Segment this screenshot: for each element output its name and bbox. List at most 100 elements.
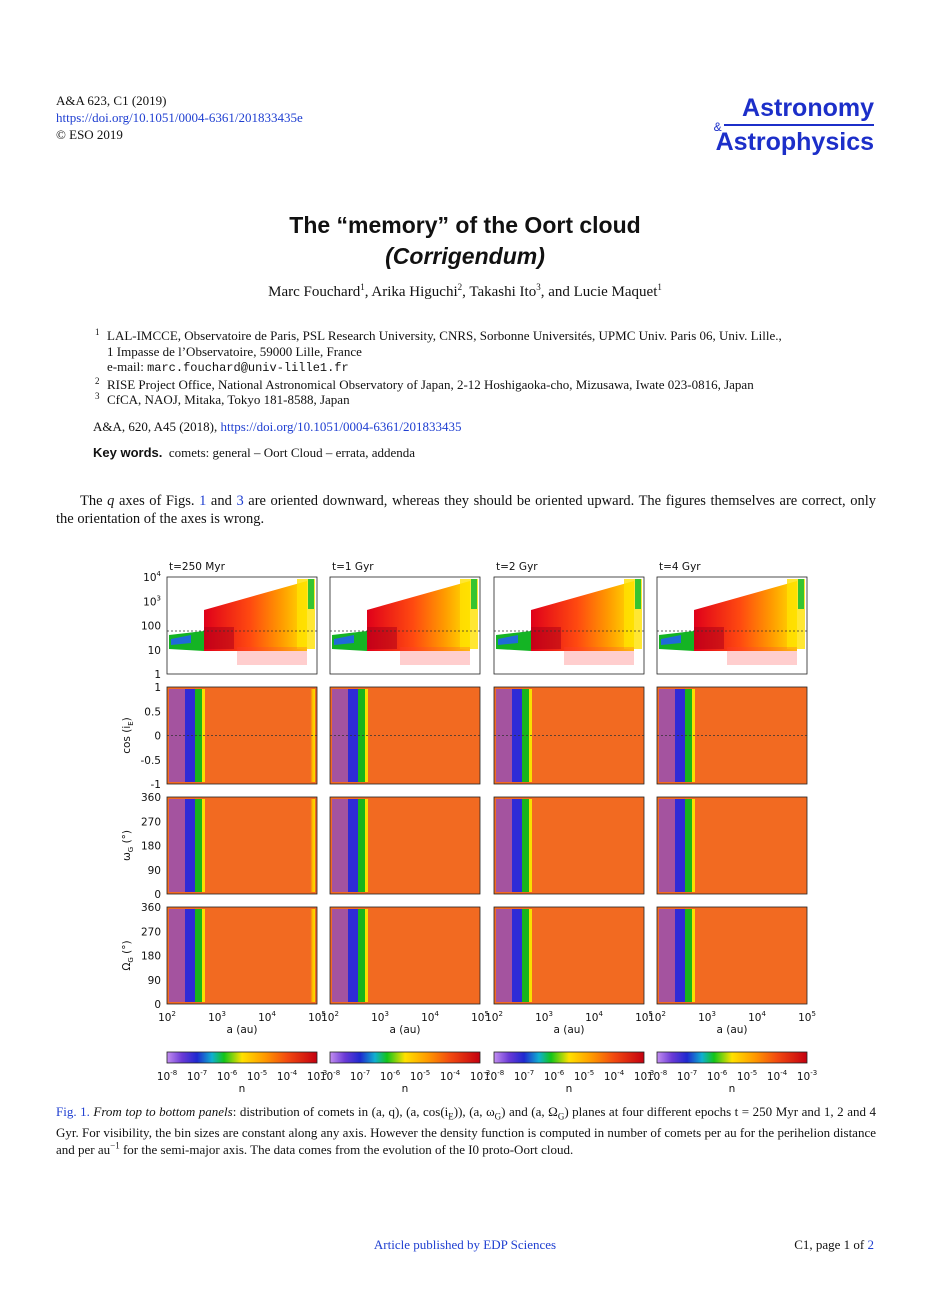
panel-border [656,796,808,895]
text: : distribution of comets in (a, q), (a, … [232,1104,449,1119]
y-tick-label: 1 [154,669,161,681]
panel-border [493,906,645,1005]
text: E [448,1111,454,1122]
outer-edge-green [635,579,641,609]
figure-3-link[interactable]: 3 [236,493,244,509]
page-number: C1, page 1 of [794,1237,868,1252]
y-tick-label: 270 [141,816,161,828]
colorbar-label: n [729,1083,736,1095]
colorbar-tick-label: 10-6 [707,1069,728,1083]
text: −1 [110,1140,120,1151]
colorbar-label: n [239,1083,246,1095]
author: Marc Fouchard [268,284,361,300]
figure-1-link[interactable]: 1 [199,493,207,509]
colorbar-tick-label: 10-4 [277,1069,298,1083]
density-blue [512,909,524,1002]
density-yellow [692,909,695,1002]
doi-link[interactable]: https://doi.org/10.1051/0004-6361/201833… [56,110,303,125]
keywords: Key words. comets: general – Oort Cloud … [93,445,415,461]
journal-logo: Astronomy & Astrophysics [713,94,874,156]
panel-border [166,576,318,675]
x-tick-label: 104 [258,1010,276,1024]
text: ) planes at four different epochs t = 25… [56,1104,876,1157]
panel-border [656,576,808,675]
density-green [685,909,693,1002]
colorbar-tick-label: 10-3 [307,1069,327,1083]
colorbar-tick-label: 10-7 [350,1069,370,1083]
text: axes of Figs. [114,493,200,509]
density-core [367,627,397,649]
publisher-link[interactable]: Article published by EDP Sciences [373,1237,557,1252]
x-axis-label: a (au) [226,1024,257,1036]
keywords-label: Key words. [93,445,163,460]
x-tick-label: 102 [648,1010,666,1024]
density-yellow [202,799,205,892]
x-tick-label: 103 [208,1010,226,1024]
journal-amp: & [713,120,722,134]
density-blue [348,909,360,1002]
citation: A&A 623, C1 (2019) [56,93,167,108]
colorbar-tick-label: 10-7 [187,1069,207,1083]
y-tick-label: 104 [143,570,161,584]
reference-doi-link[interactable]: https://doi.org/10.1051/0004-6361/201833… [220,419,462,434]
density-yellow [529,909,532,1002]
text: G [494,1111,502,1122]
text: ) and (a, Ω [501,1104,558,1119]
text: G [557,1111,565,1122]
colorbar-label: n [402,1083,409,1095]
x-tick-label: 104 [748,1010,766,1024]
colorbar-tick-label: 10-5 [410,1069,430,1083]
panel-title: t=4 Gyr [659,561,701,573]
y-axis-label: ωG (°) [121,830,135,861]
text: are oriented downward, whereas they shou… [56,493,877,527]
x-tick-label: 102 [321,1010,339,1024]
x-tick-label: 105 [635,1010,653,1024]
last-page-link[interactable]: 2 [867,1237,875,1252]
text: and [206,493,237,509]
footer-page: C1, page 1 of 2 [794,1237,874,1253]
copyright: © ESO 2019 [56,127,123,142]
author-sep: , [462,284,470,300]
affil-number: 3 [95,391,100,401]
caption-label[interactable]: Fig. 1. [56,1104,90,1119]
y-tick-label: 180 [141,951,161,963]
x-tick-label: 102 [485,1010,503,1024]
colorbar-tick-label: 10-8 [157,1069,177,1083]
y-tick-label: 103 [143,594,161,608]
x-tick-label: 104 [585,1010,603,1024]
sparse-scatter [400,647,470,665]
original-reference: A&A, 620, A45 (2018), https://doi.org/10… [93,419,461,435]
panel-border [166,906,318,1005]
text: for the semi-major axis. The data comes … [119,1141,574,1157]
author-sep: , [364,284,372,300]
density-yellow [365,909,368,1002]
colorbar-tick-label: 10-7 [677,1069,697,1083]
panel-border [656,906,808,1005]
sparse-scatter [727,647,797,665]
y-tick-label: 0 [154,731,161,743]
colorbar-tick-label: 10-6 [217,1069,238,1083]
density-green [358,799,366,892]
colorbar [493,1051,645,1064]
colorbar-tick-label: 10-4 [767,1069,788,1083]
y-tick-label: 10 [148,645,161,657]
density-core [694,627,724,649]
y-tick-label: 90 [148,865,161,877]
panel-border [329,906,481,1005]
panel-border [329,796,481,895]
y-tick-label: 0.5 [144,706,161,718]
keywords-text: comets: general – Oort Cloud – errata, a… [168,445,416,460]
author-aff: 2 [457,282,463,292]
x-axis-label: a (au) [389,1024,420,1036]
author: Takashi Ito [469,284,537,300]
x-tick-label: 102 [158,1010,176,1024]
affil-2: RISE Project Office, National Astronomic… [107,376,754,392]
outer-edge-green [308,579,314,609]
outer-edge-green [471,579,477,609]
x-tick-label: 104 [421,1010,439,1024]
x-tick-label: 103 [535,1010,553,1024]
email-address[interactable]: marc.fouchard@univ-lille1.fr [147,361,349,375]
affil-3: CfCA, NAOJ, Mitaka, Tokyo 181-8588, Japa… [107,392,350,407]
outer-edge-green [798,579,804,609]
text: q [107,493,115,509]
